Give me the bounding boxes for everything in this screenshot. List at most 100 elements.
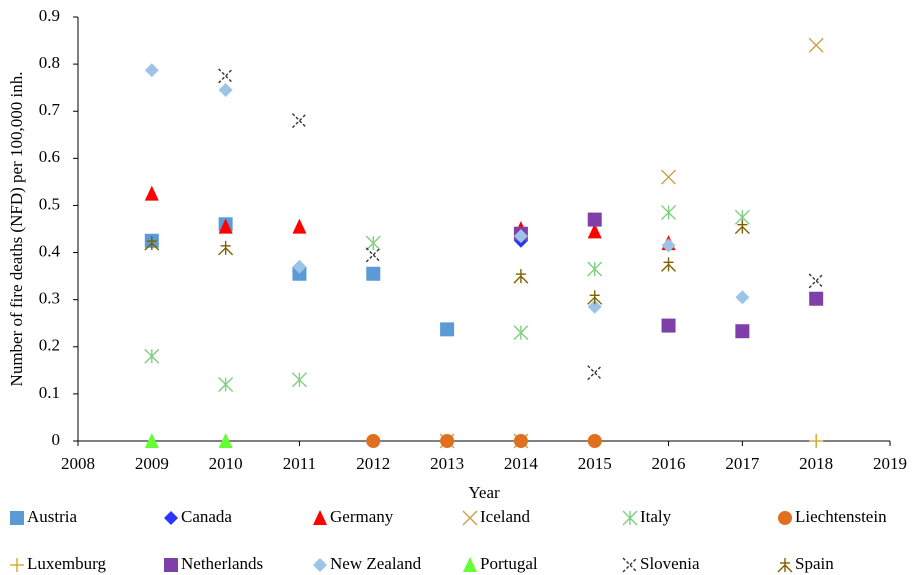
y-tick-label: 0.8 bbox=[39, 53, 60, 72]
marker-stroke bbox=[462, 510, 478, 526]
marker-stroke bbox=[587, 296, 596, 305]
point bbox=[808, 273, 824, 289]
marker-stroke bbox=[622, 557, 638, 573]
marker-stroke bbox=[808, 273, 824, 289]
marker-shape bbox=[366, 434, 381, 448]
legend-label: Italy bbox=[640, 507, 672, 526]
legend-marker bbox=[164, 511, 178, 525]
point bbox=[661, 238, 676, 253]
point bbox=[292, 259, 307, 274]
marker-shape bbox=[313, 510, 327, 525]
legend-label: Canada bbox=[181, 507, 232, 526]
y-tick-label: 0.6 bbox=[39, 147, 60, 166]
x-tick-label: 2009 bbox=[135, 454, 169, 473]
point bbox=[144, 433, 159, 448]
legend-marker bbox=[10, 558, 24, 572]
legend-label: Slovenia bbox=[640, 554, 700, 573]
marker-stroke bbox=[808, 37, 824, 53]
point bbox=[144, 348, 160, 364]
marker-stroke bbox=[225, 247, 234, 256]
marker-shape bbox=[587, 299, 602, 314]
point bbox=[587, 299, 602, 314]
point bbox=[661, 318, 676, 333]
point bbox=[218, 240, 234, 256]
marker-stroke bbox=[587, 365, 603, 381]
marker-stroke bbox=[661, 263, 670, 272]
marker-stroke bbox=[513, 275, 522, 284]
point bbox=[661, 257, 677, 272]
point bbox=[809, 291, 824, 306]
legend-label: Portugal bbox=[480, 554, 538, 573]
point bbox=[513, 229, 528, 244]
point bbox=[661, 169, 677, 185]
legend-marker bbox=[462, 510, 478, 526]
y-tick-label: 0.2 bbox=[39, 336, 60, 355]
marker-stroke bbox=[587, 365, 603, 381]
x-tick-label: 2017 bbox=[725, 454, 760, 473]
marker-shape bbox=[292, 266, 307, 281]
point bbox=[513, 269, 529, 284]
point bbox=[144, 185, 159, 201]
point bbox=[513, 434, 528, 448]
point bbox=[587, 290, 603, 305]
x-tick-label: 2014 bbox=[504, 454, 539, 473]
point bbox=[218, 68, 234, 84]
x-axis-title: Year bbox=[468, 483, 500, 502]
y-tick-label: 0.5 bbox=[39, 194, 60, 213]
point bbox=[809, 434, 824, 448]
y-tick-label: 0.1 bbox=[39, 383, 60, 402]
marker-shape bbox=[10, 511, 24, 525]
marker-stroke bbox=[734, 226, 743, 235]
point bbox=[734, 219, 750, 235]
marker-stroke bbox=[291, 113, 307, 129]
marker-stroke bbox=[622, 557, 638, 573]
legend-marker bbox=[778, 511, 792, 525]
point bbox=[365, 235, 381, 251]
legend-marker bbox=[164, 558, 178, 572]
x-tick-label: 2013 bbox=[430, 454, 464, 473]
marker-stroke bbox=[808, 273, 824, 289]
point bbox=[513, 325, 529, 341]
legend-label: Liechtenstein bbox=[795, 507, 887, 526]
marker-shape bbox=[292, 218, 307, 234]
marker-shape bbox=[292, 259, 307, 274]
point bbox=[587, 223, 602, 239]
point bbox=[144, 63, 159, 78]
point bbox=[366, 266, 381, 281]
point bbox=[440, 322, 455, 337]
x-tick-label: 2010 bbox=[209, 454, 243, 473]
legend-label: New Zealand bbox=[330, 554, 422, 573]
marker-stroke bbox=[365, 247, 381, 263]
marker-shape bbox=[661, 318, 676, 333]
marker-stroke bbox=[151, 242, 160, 251]
marker-stroke bbox=[218, 68, 234, 84]
legend-marker bbox=[622, 510, 638, 526]
y-tick-label: 0.9 bbox=[39, 6, 60, 25]
point bbox=[218, 218, 233, 234]
legend-label: Iceland bbox=[480, 507, 531, 526]
point bbox=[587, 212, 602, 227]
legend-label: Austria bbox=[27, 507, 78, 526]
marker-stroke bbox=[144, 242, 153, 251]
y-tick-label: 0.7 bbox=[39, 100, 61, 119]
marker-stroke bbox=[218, 68, 234, 84]
x-tick-label: 2018 bbox=[799, 454, 833, 473]
marker-shape bbox=[218, 433, 233, 448]
point bbox=[365, 247, 381, 263]
marker-shape bbox=[366, 266, 381, 281]
marker-shape bbox=[778, 511, 792, 525]
legend-label: Luxemburg bbox=[27, 554, 107, 573]
legend-marker bbox=[622, 557, 638, 573]
marker-stroke bbox=[661, 169, 677, 185]
marker-shape bbox=[313, 558, 327, 572]
point bbox=[587, 434, 602, 448]
marker-shape bbox=[440, 434, 455, 448]
legend-label: Spain bbox=[795, 554, 834, 573]
marker-stroke bbox=[594, 296, 603, 305]
marker-shape bbox=[164, 511, 178, 525]
marker-shape bbox=[463, 557, 477, 572]
point bbox=[144, 236, 160, 251]
x-tick-label: 2015 bbox=[578, 454, 612, 473]
x-tick-label: 2016 bbox=[652, 454, 686, 473]
